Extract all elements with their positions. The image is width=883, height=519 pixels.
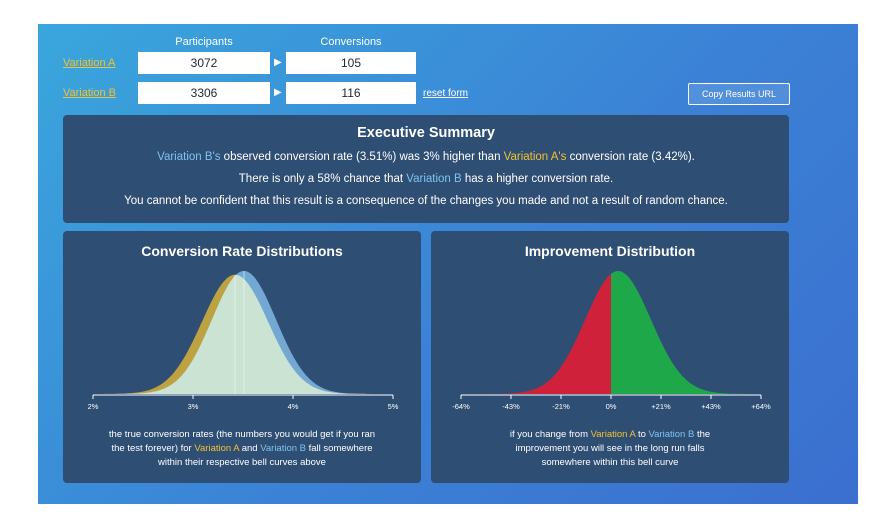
app-background: Participants Conversions Variation A 307… — [38, 24, 858, 504]
variation-b-conversions-input[interactable]: 116 — [286, 82, 416, 104]
variation-b-participants-input[interactable]: 3306 — [138, 82, 270, 104]
variation-a-ref: Variation A — [194, 443, 240, 454]
summary-line-3: You cannot be confident that this result… — [124, 195, 728, 207]
x-tick-label: 2% — [88, 402, 99, 411]
x-tick-label: -21% — [552, 402, 570, 411]
x-tick-label: 0% — [606, 402, 617, 411]
overlap-area — [93, 274, 393, 394]
executive-summary-panel: Executive Summary Variation B's observed… — [63, 115, 789, 223]
participants-header: Participants — [175, 36, 233, 48]
variation-b-link[interactable]: Variation B — [63, 87, 116, 99]
reset-form-link[interactable]: reset form — [423, 88, 469, 99]
x-tick-label: 3% — [188, 402, 199, 411]
summary-line-2: There is only a 58% chance that Variatio… — [238, 173, 614, 185]
x-tick-label: 4% — [288, 402, 299, 411]
copy-results-url-button[interactable]: Copy Results URL — [688, 83, 790, 105]
variation-a-ref: Variation A — [590, 429, 636, 440]
improvement-panel-title: Improvement Distribution — [524, 243, 696, 259]
arrow-right-icon: ▶ — [274, 87, 282, 98]
conversion-rate-panel: Conversion Rate Distributions 2% 3% 4% 5% t… — [63, 231, 421, 483]
arrow-right-icon: ▶ — [274, 57, 282, 68]
variation-b-ref: Variation B's — [157, 151, 221, 163]
x-tick-label: +64% — [751, 402, 771, 411]
variation-a-link[interactable]: Variation A — [63, 57, 116, 69]
x-tick-label: +21% — [651, 402, 671, 411]
variation-a-participants-input[interactable]: 3072 — [138, 52, 270, 74]
conversion-panel-title: Conversion Rate Distributions — [141, 243, 343, 259]
summary-title: Executive Summary — [357, 125, 495, 141]
x-tick-label: 5% — [388, 402, 399, 411]
x-tick-label: -64% — [452, 402, 470, 411]
variation-b-ref: Variation B — [406, 173, 462, 185]
conversion-caption: the true conversion rates (the numbers y… — [108, 429, 376, 468]
improvement-panel: Improvement Distribution -64% -43% -21% 0% +… — [431, 231, 789, 483]
improvement-caption: if you change from Variation A to Variat… — [509, 429, 711, 468]
x-tick-label: -43% — [502, 402, 520, 411]
variation-b-ref: Variation B — [648, 429, 695, 440]
conversions-header: Conversions — [320, 36, 382, 48]
variation-a-conversions-input[interactable]: 105 — [286, 52, 416, 74]
conversion-rate-chart: 2% 3% 4% 5% — [88, 270, 399, 411]
variation-a-ref: Variation A's — [503, 151, 567, 163]
negative-improvement-area — [461, 273, 611, 394]
summary-line-1: Variation B's observed conversion rate (… — [157, 151, 695, 163]
positive-improvement-area — [611, 271, 761, 394]
improvement-chart: -64% -43% -21% 0% +21% +43% +64% — [452, 271, 771, 411]
x-tick-label: +43% — [701, 402, 721, 411]
x-axis-ticks: -64% -43% -21% 0% +21% +43% +64% — [452, 395, 771, 411]
variation-b-ref: Variation B — [260, 443, 306, 454]
x-axis-ticks: 2% 3% 4% 5% — [88, 395, 399, 411]
